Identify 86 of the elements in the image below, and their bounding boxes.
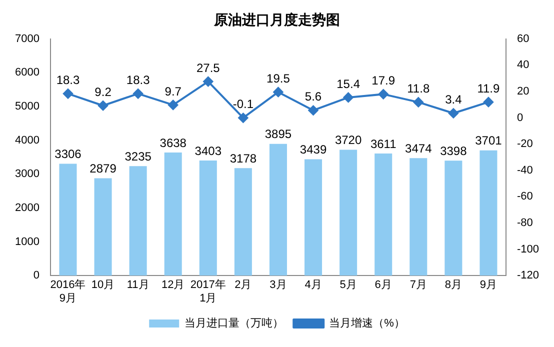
x-tick-label: 11月 xyxy=(126,279,150,292)
point xyxy=(343,92,354,102)
point xyxy=(483,97,494,108)
data-label: 9.2 xyxy=(94,84,112,99)
bar xyxy=(199,160,217,276)
y-tick-label: 6000 xyxy=(14,66,40,79)
y-tick-label: 4000 xyxy=(14,134,40,146)
y2-tick-label: 0 xyxy=(516,112,524,124)
data-label: 3306 xyxy=(54,147,82,162)
data-label: 3611 xyxy=(370,136,397,151)
data-label: 3403 xyxy=(194,144,222,158)
x-tick-label: 2017年 1月 xyxy=(190,279,226,304)
y2-tick-label: -100 xyxy=(516,243,540,256)
legend-label: 当月增速（%） xyxy=(329,316,405,330)
y2-tick-label: -120 xyxy=(516,270,540,282)
data-label: 17.9 xyxy=(372,73,396,88)
y-tick-label: 1000 xyxy=(14,236,40,248)
bar xyxy=(269,144,287,276)
y2-tick-label: 60 xyxy=(516,32,530,45)
data-label: 19.5 xyxy=(266,71,290,86)
point xyxy=(133,88,144,99)
y2-tick-label: 40 xyxy=(516,59,530,72)
x-tick-label: 8月 xyxy=(444,279,462,292)
y2-tick-label: 20 xyxy=(516,85,530,98)
bar xyxy=(374,153,392,276)
point xyxy=(238,112,248,123)
bar xyxy=(164,152,182,276)
data-label: 5.6 xyxy=(304,90,322,104)
x-tick-label: 5月 xyxy=(340,279,357,292)
data-label: 2879 xyxy=(90,162,117,176)
y-tick-label: 2000 xyxy=(14,202,40,214)
y-tick-label: 0 xyxy=(33,270,40,282)
data-label: 3720 xyxy=(334,133,362,148)
y2-tick-label: -40 xyxy=(516,164,533,176)
data-label: 3701 xyxy=(475,134,502,148)
x-tick-label: 6月 xyxy=(374,279,392,292)
x-tick-label: 10月 xyxy=(91,279,115,292)
data-label: 3235 xyxy=(124,149,152,164)
point xyxy=(98,100,108,111)
data-label: -0.1 xyxy=(232,97,254,112)
data-label: 11.8 xyxy=(407,82,430,96)
bar xyxy=(234,168,252,276)
point xyxy=(203,76,214,87)
x-tick-label: 7月 xyxy=(410,279,427,292)
point xyxy=(413,97,424,108)
x-tick-label: 3月 xyxy=(270,279,287,292)
y2-tick-label: -80 xyxy=(516,217,533,230)
bar xyxy=(340,150,358,276)
data-label: 3398 xyxy=(440,144,468,158)
point xyxy=(62,88,73,99)
data-label: 15.4 xyxy=(336,76,360,91)
point xyxy=(273,87,284,98)
data-label: 11.9 xyxy=(477,81,500,96)
point xyxy=(308,105,318,116)
y-tick-label: 7000 xyxy=(14,32,40,45)
data-label: 3474 xyxy=(405,141,432,156)
x-tick-label: 2016年 9月 xyxy=(50,279,86,304)
data-label: 3895 xyxy=(264,127,292,142)
bar xyxy=(94,178,112,276)
point xyxy=(448,108,458,118)
x-tick-label: 9月 xyxy=(480,279,498,292)
point xyxy=(168,100,178,110)
bar xyxy=(304,159,322,276)
bar xyxy=(444,160,462,276)
x-tick-label: 12月 xyxy=(161,279,185,292)
y-tick-label: 3000 xyxy=(14,168,40,180)
bar xyxy=(410,158,428,276)
data-label: 3178 xyxy=(230,151,257,166)
y-tick-label: 5000 xyxy=(14,100,40,112)
bar xyxy=(59,164,77,276)
data-label: 18.3 xyxy=(126,72,150,87)
y2-tick-label: -20 xyxy=(516,138,533,150)
bar xyxy=(480,150,498,276)
data-label: 3.4 xyxy=(445,92,462,107)
data-label: 27.5 xyxy=(196,60,220,75)
x-tick-label: 4月 xyxy=(304,279,322,292)
data-label: 18.3 xyxy=(56,72,80,87)
data-label: 3638 xyxy=(160,136,187,150)
chart-title: 原油进口月度走势图 xyxy=(213,11,340,28)
legend-label: 当月进口量（万吨） xyxy=(184,316,284,330)
x-tick-label: 2月 xyxy=(234,279,252,292)
data-label: 9.7 xyxy=(164,84,182,98)
bar xyxy=(129,166,147,276)
point xyxy=(378,89,388,100)
data-label: 3439 xyxy=(300,142,327,157)
y2-tick-label: -60 xyxy=(516,190,533,203)
